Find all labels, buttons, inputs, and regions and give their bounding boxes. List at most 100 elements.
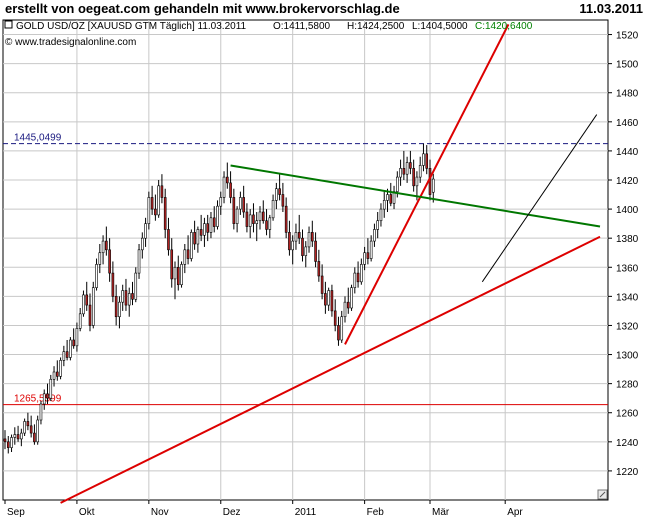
x-tick-label: Apr — [507, 507, 523, 518]
candle-body — [42, 393, 46, 405]
y-tick-label: 1420 — [616, 176, 639, 187]
candle-body — [16, 434, 20, 440]
candle-body — [173, 266, 177, 280]
candle-body — [59, 360, 62, 377]
level-layer: 1445,0499 1265,5599 — [3, 133, 608, 406]
candle-body — [33, 432, 36, 443]
trendline-projection — [481, 114, 598, 283]
level-label: 1265,5599 — [14, 394, 62, 405]
candle-body — [78, 313, 82, 329]
candle-body — [389, 194, 393, 204]
candle-body — [242, 197, 245, 213]
x-tick-layer: Sep Okt Nov Dez 2011 Feb Mär Apr — [4, 500, 523, 518]
candle-body — [376, 220, 379, 230]
candle-body — [49, 378, 53, 399]
candle-body — [356, 272, 360, 283]
candle-body — [327, 290, 330, 306]
candle-body — [229, 182, 232, 198]
candle-body — [330, 290, 334, 312]
candle-body — [399, 168, 402, 178]
x-tick-label: Dez — [223, 507, 241, 518]
candle-body — [3, 438, 7, 443]
candle-body — [268, 217, 272, 230]
candle-body — [311, 232, 314, 242]
trendline-falling-resistance — [230, 164, 601, 228]
x-tick-label: 2011 — [295, 507, 317, 518]
candle-body — [98, 252, 102, 265]
candle-body — [271, 200, 275, 219]
candle-body — [203, 223, 206, 236]
candle-body — [232, 197, 236, 224]
candle-body — [297, 232, 301, 239]
candle-body — [317, 261, 321, 277]
y-tick-label: 1260 — [616, 409, 639, 420]
ohlc-open: O:1411,5800 — [273, 21, 331, 32]
level-label: 1445,0499 — [14, 133, 62, 144]
candle-body — [23, 421, 26, 434]
candle-body — [219, 197, 223, 207]
y-tick-label: 1360 — [616, 263, 639, 274]
candle-body — [258, 211, 262, 222]
candle-body — [360, 264, 363, 283]
candle-body — [431, 178, 435, 193]
candle-body — [284, 205, 288, 233]
candle-body — [163, 197, 167, 230]
resize-handle-glyph — [599, 491, 606, 498]
y-tick-layer: 1220 1240 1260 1280 1300 1320 1340 1360 1380 1400… — [608, 31, 639, 478]
y-tick-label: 1280 — [616, 380, 639, 391]
candle-body — [320, 275, 324, 294]
candle-body — [91, 287, 95, 326]
candle-body — [235, 208, 239, 224]
candle-body — [294, 232, 298, 242]
candle-body — [141, 237, 144, 251]
candle-body — [369, 240, 373, 259]
candle-body — [307, 232, 311, 248]
y-tick-label: 1500 — [616, 60, 639, 71]
candle-body — [353, 272, 357, 288]
candle-body — [333, 310, 337, 326]
candle-layer — [3, 143, 435, 454]
candle-body — [13, 434, 17, 438]
candle-body — [160, 185, 164, 198]
candle-body — [281, 194, 285, 207]
candle-body — [337, 325, 340, 341]
candle-body — [46, 393, 49, 399]
candle-body — [157, 185, 160, 216]
candle-body — [20, 432, 23, 440]
x-tick-label: Feb — [367, 507, 385, 518]
candle-body — [176, 266, 180, 286]
candle-body — [409, 162, 412, 169]
y-tick-label: 1480 — [616, 89, 639, 100]
candle-body — [118, 301, 121, 318]
candle-body — [245, 211, 249, 227]
candle-body — [350, 287, 353, 309]
candle-body — [301, 237, 304, 256]
candle-body — [324, 293, 327, 306]
candle-body — [144, 223, 147, 239]
y-tick-label: 1440 — [616, 147, 639, 158]
grid-layer — [3, 20, 608, 500]
candle-body — [72, 339, 75, 347]
y-tick-label: 1380 — [616, 234, 639, 245]
candle-body — [180, 264, 183, 286]
candle-body — [105, 240, 108, 251]
candle-body — [363, 252, 366, 265]
candle-body — [248, 214, 252, 227]
candle-body — [402, 168, 406, 175]
candle-body — [101, 240, 105, 254]
y-tick-label: 1220 — [616, 467, 639, 478]
candle-body — [261, 211, 265, 222]
candle-body — [36, 419, 39, 443]
trendline-steep-support — [344, 23, 510, 345]
y-tick-label: 1460 — [616, 118, 639, 129]
candle-body — [39, 403, 43, 421]
candle-body — [124, 290, 128, 306]
candle-body — [418, 165, 422, 178]
x-tick-label: Nov — [151, 507, 169, 518]
candle-body — [415, 176, 419, 187]
candle-body — [82, 294, 85, 315]
candle-body — [379, 208, 383, 222]
candle-body — [373, 229, 376, 242]
ohlc-close: C:1420,6400 — [475, 21, 533, 32]
